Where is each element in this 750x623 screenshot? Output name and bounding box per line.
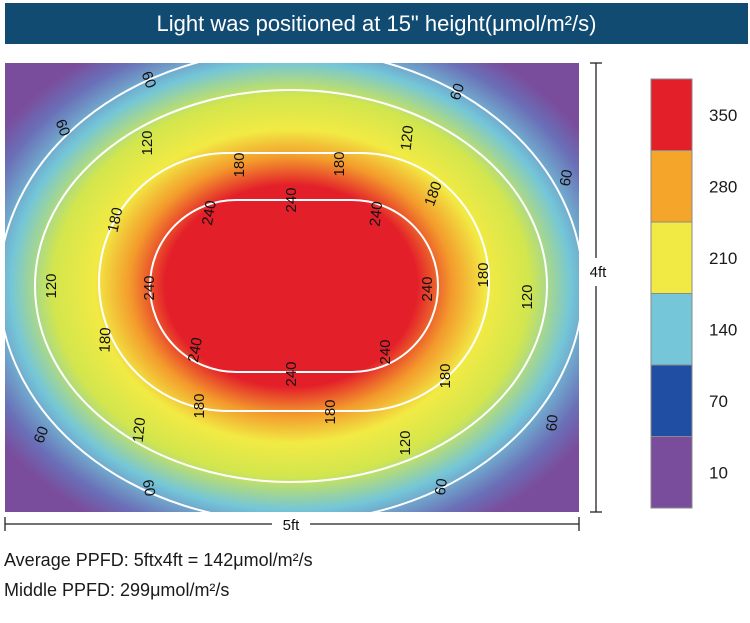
contour-line-180 — [98, 152, 490, 412]
contour-label-120: 120 — [139, 130, 156, 155]
contour-label-240: 240 — [283, 361, 300, 386]
contour-line-120 — [34, 89, 548, 483]
contour-label-180: 180 — [97, 327, 115, 353]
legend-label-10: 10 — [709, 463, 728, 482]
heatmap-area — [5, 63, 579, 512]
legend-label-280: 280 — [709, 177, 737, 196]
contour-label-240: 240 — [185, 336, 206, 364]
contour-label-240: 240 — [283, 187, 300, 212]
contour-label-180: 180 — [475, 262, 492, 287]
legend-swatch-210 — [650, 221, 693, 294]
legend-swatch-140 — [650, 293, 693, 366]
contour-label-60: 60 — [447, 81, 468, 102]
color-legend: 350 280 210 140 70 10 — [650, 78, 737, 509]
contour-label-240: 240 — [419, 276, 436, 301]
contour-label-120: 120 — [43, 273, 60, 298]
legend-swatch-10 — [650, 436, 693, 509]
contour-label-240: 240 — [377, 339, 394, 364]
legend-swatch-280 — [650, 150, 693, 223]
contour-line-240 — [149, 199, 439, 373]
legend-swatch-70 — [650, 364, 693, 437]
legend-label-350: 350 — [709, 106, 737, 125]
contour-label-60: 60 — [31, 424, 53, 445]
contour-label-180: 180 — [191, 393, 208, 418]
contour-label-60: 60 — [432, 477, 451, 496]
contour-label-120: 120 — [130, 417, 150, 444]
contour-label-240: 240 — [141, 275, 158, 300]
legend-label-140: 140 — [709, 320, 737, 339]
ppfd-stats: Average PPFD: 5ftx4ft = 142μmol/m²/s Mid… — [4, 545, 313, 605]
contour-label-120: 120 — [519, 284, 536, 309]
contour-label-180: 180 — [437, 363, 454, 388]
width-dimension — [4, 517, 580, 531]
middle-ppfd-text: Middle PPFD: 299μmol/m²/s — [4, 580, 230, 600]
contour-label-180: 180 — [322, 399, 339, 424]
contour-label-240: 240 — [367, 201, 387, 228]
contour-label-60: 60 — [138, 69, 160, 90]
chart-title: Light was positioned at 15" height(μmol/… — [5, 3, 748, 44]
contour-label-60: 60 — [557, 168, 577, 187]
height-label: 4ft — [590, 264, 608, 281]
contour-label-240: 240 — [199, 199, 220, 227]
contour-label-180: 180 — [105, 206, 127, 234]
contour-label-120: 120 — [397, 430, 414, 455]
contour-label-60: 60 — [139, 478, 159, 497]
contour-label-180: 180 — [331, 151, 348, 176]
average-ppfd-text: Average PPFD: 5ftx4ft = 142μmol/m²/s — [4, 550, 313, 570]
legend-label-210: 210 — [709, 249, 737, 268]
legend-swatch-350 — [650, 78, 693, 151]
contour-label-120: 120 — [398, 125, 418, 152]
contour-label-60: 60 — [543, 414, 561, 432]
height-dimension — [590, 62, 602, 513]
contour-label-60: 60 — [52, 117, 74, 138]
contour-labels: 60 60 60 60 60 60 60 60 120 120 120 120 120 120 180 180… — [31, 69, 577, 498]
contour-label-180: 180 — [231, 152, 248, 177]
legend-label-70: 70 — [709, 392, 728, 411]
width-label: 5ft — [283, 517, 301, 534]
